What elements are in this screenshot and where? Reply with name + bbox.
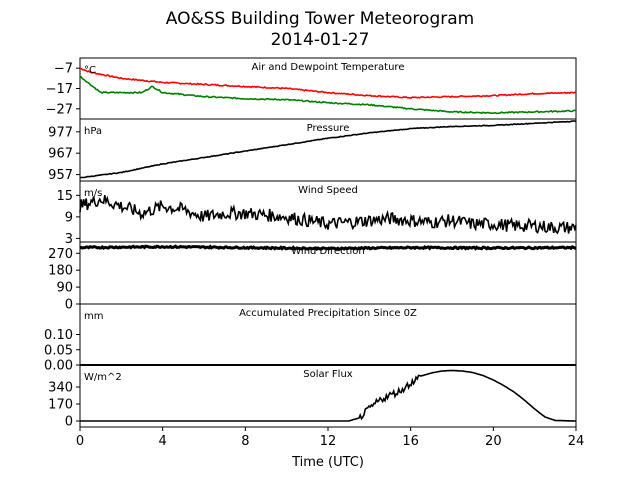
y-tick-label: 0.10 bbox=[44, 328, 73, 343]
y-tick-label: 3 bbox=[65, 232, 73, 247]
y-tick-label: −27 bbox=[46, 102, 73, 117]
panel-3: 3 9 15 m/s Wind Speed bbox=[56, 180, 577, 247]
y-tick-label: 170 bbox=[48, 398, 73, 413]
y-tick-label: 270 bbox=[48, 247, 73, 262]
x-axis-label: Time (UTC) bbox=[291, 455, 364, 470]
series-line-1 bbox=[79, 244, 577, 252]
y-tick-label: 9 bbox=[65, 210, 73, 225]
x-tick-label: 24 bbox=[568, 434, 585, 449]
y-tick-label: 340 bbox=[48, 381, 73, 396]
unit-label: hPa bbox=[84, 126, 102, 137]
series-line-1 bbox=[80, 369, 576, 422]
figure-title: AO&SS Building Tower Meteorogram bbox=[166, 9, 474, 29]
series-line-1 bbox=[79, 120, 577, 179]
y-tick-label: 0 bbox=[65, 298, 73, 313]
figure-date: 2014-01-27 bbox=[271, 30, 370, 50]
panel-2: 957 967 977 hPa Pressure bbox=[48, 118, 577, 183]
y-tick-label: −7 bbox=[54, 62, 73, 77]
panel-1: −7 −17 −27 °C Air and Dewpoint Temperature bbox=[46, 57, 577, 120]
y-tick-label: 967 bbox=[48, 147, 73, 162]
panel-title: Wind Speed bbox=[298, 185, 358, 196]
x-tick-label: 12 bbox=[320, 434, 337, 449]
x-tick-label: 4 bbox=[159, 434, 167, 449]
y-tick-label: 0.05 bbox=[44, 343, 73, 358]
panel-title: Accumulated Precipitation Since 0Z bbox=[239, 308, 417, 319]
x-axis: 0 4 8 12 16 20 24 bbox=[76, 427, 584, 449]
x-tick-label: 0 bbox=[76, 434, 84, 449]
panel-title: Pressure bbox=[307, 123, 350, 134]
series-line-2 bbox=[79, 75, 577, 115]
y-tick-label: 957 bbox=[48, 168, 73, 183]
y-tick-label: 180 bbox=[48, 264, 73, 279]
y-tick-label: 0.00 bbox=[44, 359, 73, 374]
x-tick-label: 8 bbox=[241, 434, 249, 449]
y-tick-label: −17 bbox=[46, 82, 73, 97]
unit-label: mm bbox=[84, 311, 103, 322]
panels: −7 −17 −27 °C Air and Dewpoint Temperature 95… bbox=[44, 57, 577, 430]
panel-5: 0.000.050.10 mm Accumulated Precipitation … bbox=[44, 303, 577, 374]
panel-4: 0 90 180 270 Wind Direction bbox=[48, 241, 577, 313]
panel-title: Air and Dewpoint Temperature bbox=[252, 62, 405, 73]
unit-label: °C bbox=[84, 65, 96, 76]
panel-6: 0 170 340 W/m^2 Solar Flux bbox=[48, 364, 577, 430]
unit-label: m/s bbox=[84, 188, 102, 199]
panel-title: Wind Direction bbox=[291, 246, 365, 257]
x-tick-label: 16 bbox=[402, 434, 419, 449]
series-line-1 bbox=[79, 67, 577, 99]
x-tick-label: 20 bbox=[485, 434, 502, 449]
panel-title: Solar Flux bbox=[303, 369, 353, 380]
y-tick-label: 90 bbox=[56, 281, 73, 296]
y-tick-label: 15 bbox=[56, 189, 73, 204]
y-tick-label: 0 bbox=[65, 415, 73, 430]
y-tick-label: 977 bbox=[48, 125, 73, 140]
series-line-1 bbox=[79, 194, 577, 235]
unit-label: W/m^2 bbox=[84, 372, 122, 383]
